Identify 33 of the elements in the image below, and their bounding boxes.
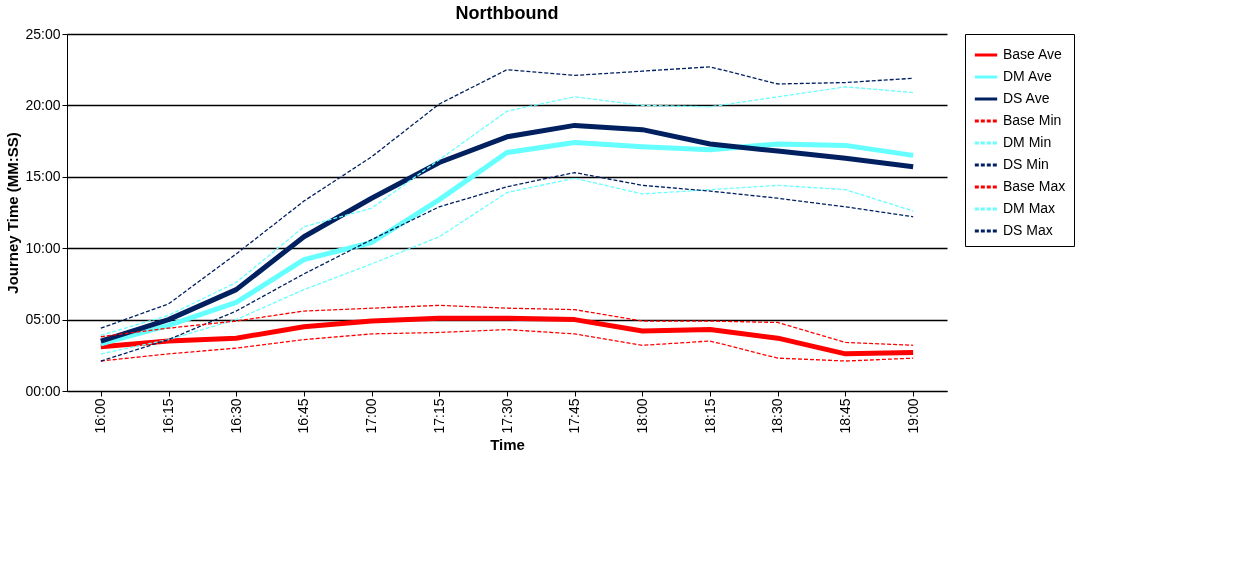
x-tick-label: 17:15 xyxy=(430,398,447,434)
y-tick-label: 05:00 xyxy=(25,311,61,328)
x-tick-label: 18:15 xyxy=(701,398,718,434)
legend-label: DS Max xyxy=(1003,222,1053,238)
y-tick-label: 25:00 xyxy=(25,25,61,42)
legend-label: DS Ave xyxy=(1003,90,1050,106)
x-axis-title: Time xyxy=(490,435,525,453)
line-series xyxy=(100,304,914,346)
chart-title: Northbound xyxy=(455,3,559,23)
x-tick-label: 17:30 xyxy=(498,398,515,434)
y-axis-title: Journey Time (MM:SS) xyxy=(4,132,22,294)
legend-label: Base Min xyxy=(1003,112,1062,128)
legend-label: Base Ave xyxy=(1003,46,1063,62)
x-tick-label: 18:45 xyxy=(836,398,853,434)
legend-label: Base Max xyxy=(1003,178,1066,194)
x-tick-label: 16:45 xyxy=(295,398,312,434)
x-tick-label: 18:30 xyxy=(769,398,786,434)
legend-label: DS Min xyxy=(1003,156,1049,172)
legend-label: DM Max xyxy=(1003,200,1056,216)
x-tick-label: 16:15 xyxy=(160,398,177,434)
y-tick-label: 10:00 xyxy=(25,239,61,256)
x-tick-label: 18:00 xyxy=(633,398,650,434)
line-series xyxy=(100,328,914,362)
x-tick-label: 19:00 xyxy=(904,398,921,434)
x-tick-label: 17:45 xyxy=(566,398,583,434)
x-tick-label: 16:30 xyxy=(227,398,244,434)
y-tick-label: 00:00 xyxy=(25,382,61,399)
x-tick-label: 16:00 xyxy=(92,398,109,434)
legend-label: DM Min xyxy=(1003,134,1052,150)
x-tick-label: 17:00 xyxy=(363,398,380,434)
y-tick-label: 15:00 xyxy=(25,168,61,185)
y-tick-label: 20:00 xyxy=(25,96,61,113)
legend-label: DM Ave xyxy=(1003,68,1052,84)
